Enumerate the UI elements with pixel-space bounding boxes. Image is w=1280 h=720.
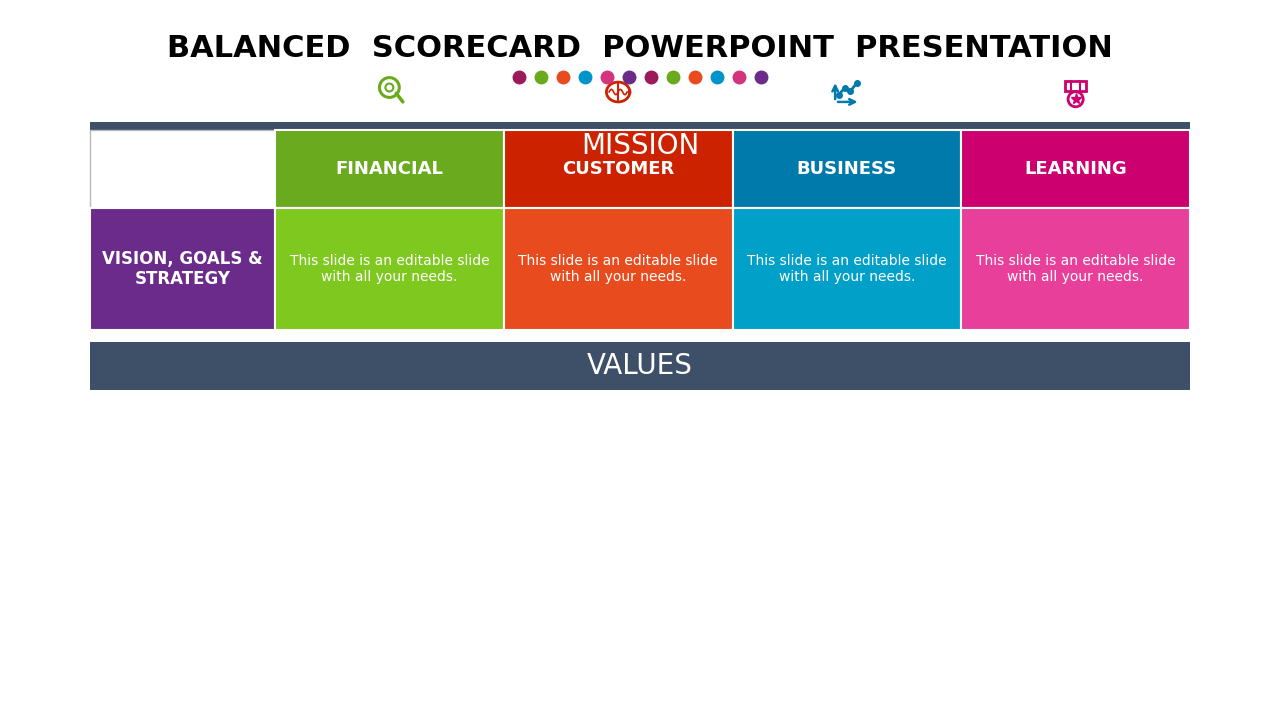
Text: BUSINESS: BUSINESS <box>796 160 897 178</box>
Text: This slide is an editable slide
with all your needs.: This slide is an editable slide with all… <box>748 254 947 284</box>
Bar <box>1065 81 1087 91</box>
Bar <box>732 130 961 208</box>
Text: This slide is an editable slide
with all your needs.: This slide is an editable slide with all… <box>289 254 489 284</box>
Text: LEARNING: LEARNING <box>1024 160 1126 178</box>
Text: FINANCIAL: FINANCIAL <box>335 160 443 178</box>
Bar <box>961 130 1190 208</box>
Text: CUSTOMER: CUSTOMER <box>562 160 675 178</box>
Bar <box>732 208 961 330</box>
Bar <box>275 208 504 330</box>
Bar <box>90 130 275 208</box>
Text: MISSION: MISSION <box>581 132 699 160</box>
Text: VALUES: VALUES <box>588 352 692 380</box>
Bar <box>90 122 1190 170</box>
Text: This slide is an editable slide
with all your needs.: This slide is an editable slide with all… <box>518 254 718 284</box>
Bar <box>504 130 732 208</box>
Text: This slide is an editable slide
with all your needs.: This slide is an editable slide with all… <box>975 254 1175 284</box>
Text: BALANCED  SCORECARD  POWERPOINT  PRESENTATION: BALANCED SCORECARD POWERPOINT PRESENTATI… <box>168 34 1112 63</box>
Bar <box>961 208 1190 330</box>
Bar <box>275 130 504 208</box>
Bar <box>504 208 732 330</box>
Text: VISION, GOALS &
STRATEGY: VISION, GOALS & STRATEGY <box>102 250 262 289</box>
Bar <box>90 208 275 330</box>
Bar <box>90 342 1190 390</box>
